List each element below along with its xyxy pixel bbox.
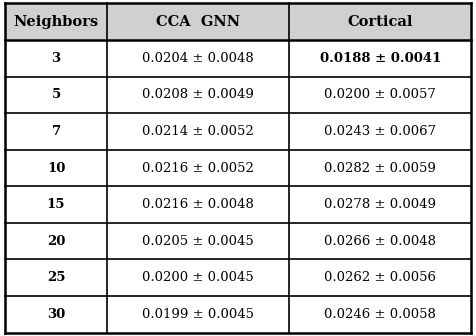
Text: 7: 7 [51,125,60,138]
Text: 0.0204 ± 0.0048: 0.0204 ± 0.0048 [142,52,254,65]
Text: 0.0200 ± 0.0057: 0.0200 ± 0.0057 [324,88,436,101]
Text: 30: 30 [47,308,65,321]
Text: 0.0246 ± 0.0058: 0.0246 ± 0.0058 [324,308,436,321]
Text: 0.0199 ± 0.0045: 0.0199 ± 0.0045 [142,308,254,321]
Text: 10: 10 [47,162,65,174]
Text: 0.0278 ± 0.0049: 0.0278 ± 0.0049 [324,198,436,211]
Text: 0.0200 ± 0.0045: 0.0200 ± 0.0045 [142,271,254,284]
Bar [5,3,471,40]
Text: CCA  GNN: CCA GNN [156,15,240,29]
Text: 0.0216 ± 0.0052: 0.0216 ± 0.0052 [142,162,254,174]
Text: 0.0214 ± 0.0052: 0.0214 ± 0.0052 [142,125,254,138]
Text: 0.0208 ± 0.0049: 0.0208 ± 0.0049 [142,88,254,101]
Text: 0.0266 ± 0.0048: 0.0266 ± 0.0048 [324,235,436,248]
Text: 3: 3 [51,52,60,65]
Text: Cortical: Cortical [347,15,413,29]
Text: 0.0188 ± 0.0041: 0.0188 ± 0.0041 [319,52,441,65]
Text: 0.0205 ± 0.0045: 0.0205 ± 0.0045 [142,235,254,248]
Text: 5: 5 [51,88,61,101]
Text: 0.0216 ± 0.0048: 0.0216 ± 0.0048 [142,198,254,211]
Text: 0.0262 ± 0.0056: 0.0262 ± 0.0056 [324,271,436,284]
Text: 0.0243 ± 0.0067: 0.0243 ± 0.0067 [324,125,436,138]
Text: Neighbors: Neighbors [13,15,99,29]
Text: 15: 15 [47,198,65,211]
Text: 0.0282 ± 0.0059: 0.0282 ± 0.0059 [324,162,436,174]
Text: 20: 20 [47,235,65,248]
Text: 25: 25 [47,271,65,284]
